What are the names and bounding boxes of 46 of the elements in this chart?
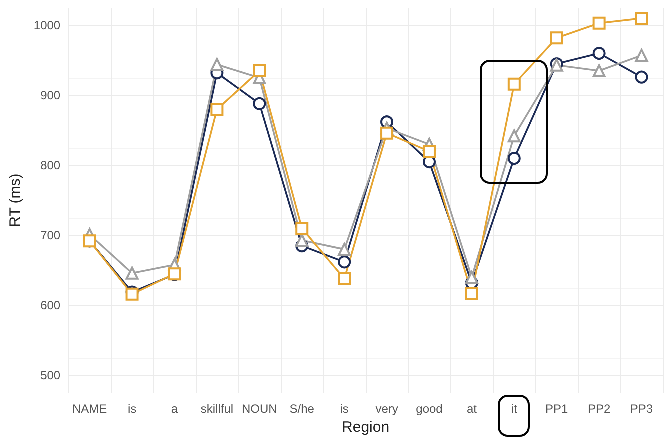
- point: [253, 97, 266, 110]
- x-tick-label: good: [416, 402, 443, 416]
- y-tick-label: 600: [40, 298, 61, 313]
- point: [338, 243, 352, 256]
- x-tick-label: NOUN: [242, 402, 278, 416]
- x-tick-label: skillful: [200, 402, 234, 416]
- point: [508, 130, 521, 143]
- x-axis-title: Region: [342, 419, 390, 436]
- point: [508, 78, 521, 91]
- y-tick-label: 900: [40, 88, 61, 103]
- point: [592, 64, 606, 78]
- x-tick-label: PP3: [630, 402, 654, 416]
- y-tick-label: 800: [40, 158, 61, 173]
- x-tick-label: is: [340, 402, 349, 416]
- point: [253, 64, 266, 78]
- point: [465, 287, 478, 300]
- x-tick-label: PP2: [588, 402, 611, 416]
- x-tick-label: NAME: [72, 402, 108, 416]
- point: [508, 152, 521, 166]
- x-tick-label: very: [376, 402, 398, 416]
- point: [635, 70, 648, 84]
- point: [126, 266, 139, 280]
- point: [296, 222, 309, 236]
- point: [338, 256, 352, 269]
- point: [422, 145, 436, 158]
- y-tick-label: 1000: [34, 18, 61, 33]
- x-tick-label: PP1: [546, 402, 569, 416]
- point: [465, 271, 478, 284]
- point: [210, 103, 224, 116]
- y-tick-label: 500: [40, 368, 61, 383]
- y-tick-label: 700: [40, 228, 61, 243]
- x-tick-label: is: [128, 402, 137, 416]
- x-tick-label: S/he: [290, 402, 315, 416]
- x-tick-label: at: [466, 402, 478, 416]
- point: [380, 126, 394, 140]
- point: [338, 272, 352, 286]
- point: [550, 32, 564, 45]
- point: [296, 234, 309, 247]
- point: [635, 49, 648, 62]
- y-axis-title: RT (ms): [7, 174, 24, 228]
- point: [592, 16, 606, 30]
- point: [635, 12, 648, 26]
- x-tick-label: a: [171, 402, 178, 416]
- x-tick-label: it: [511, 402, 518, 416]
- point: [592, 47, 606, 60]
- point: [210, 58, 224, 72]
